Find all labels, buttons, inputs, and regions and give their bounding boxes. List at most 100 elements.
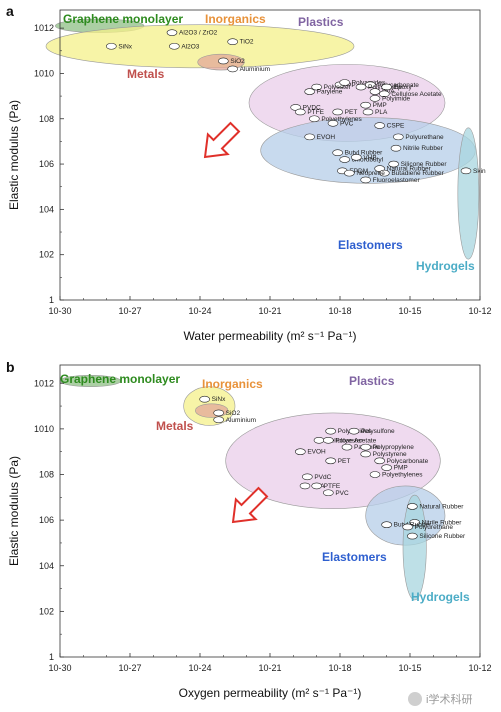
material-label-pet: PET xyxy=(338,458,351,465)
material-marker-nitrile-rubber xyxy=(390,144,402,152)
material-marker-polysulfone xyxy=(348,427,360,435)
watermark: i学术科研 xyxy=(408,692,472,706)
group-label-inorganics: Inorganics xyxy=(202,377,263,391)
material-label-ptfe: PTFE xyxy=(307,109,324,116)
material-label-polyester: Polyester xyxy=(335,437,363,444)
material-marker-parylene xyxy=(304,88,315,95)
material-label-polystyrene: Polystyrene xyxy=(373,451,407,458)
material-label-parylene: Parylene xyxy=(317,89,343,96)
material-marker-parylene xyxy=(341,443,353,451)
group-label-inorganics: Inorganics xyxy=(205,12,266,26)
material-marker-pvdc xyxy=(302,473,313,481)
direction-arrow xyxy=(231,486,269,524)
material-label-sio2: SiO2 xyxy=(226,410,241,417)
material-label-pvdc: PVDC xyxy=(303,104,321,111)
y-tick-label: 108 xyxy=(39,114,54,124)
material-label-polyurethane: Polyurethane xyxy=(415,524,454,531)
material-marker-nitrile-rubber xyxy=(409,519,420,526)
material-marker-natural-rubber xyxy=(407,503,418,510)
material-marker-polyethylenes xyxy=(309,115,320,123)
panel-letter: a xyxy=(6,3,14,19)
material-label-sinx: SiNx xyxy=(118,43,132,50)
material-marker-cellulose-acetate xyxy=(313,436,325,444)
direction-arrow-shape xyxy=(203,121,241,159)
material-label-pp: PP xyxy=(347,82,356,89)
material-label-cellulose-acetate: Cellulose Acetate xyxy=(326,437,377,444)
material-marker-aluminium xyxy=(213,416,224,424)
material-label-sinx: SiNx xyxy=(212,396,226,403)
x-tick-label: 10-24 xyxy=(188,306,211,316)
direction-arrow xyxy=(203,121,241,159)
material-label-evoh: EVOH xyxy=(307,449,326,456)
material-label-pmp: PMP xyxy=(373,102,387,109)
x-tick-label: 10-12 xyxy=(468,663,491,673)
material-label-butyl-rubber: Butyl Rubber xyxy=(345,150,383,157)
material-label-polyethylenes: Polyethylenes xyxy=(321,116,362,123)
material-label-fluoroelastomer: Fluoroelastomer xyxy=(373,177,421,184)
material-label-polyimide: Polyimide xyxy=(382,95,411,102)
x-tick-label: 10-15 xyxy=(398,306,421,316)
material-label-pet: PET xyxy=(345,109,358,116)
material-marker-ptfe xyxy=(295,108,306,116)
material-marker-evoh xyxy=(304,133,315,141)
material-label-silicone-rubber: Silicone Rubber xyxy=(419,533,466,540)
material-label-pmp: PMP xyxy=(394,465,408,472)
material-label-nitrile-rubber: Nitrile Rubber xyxy=(422,519,463,526)
material-marker-pvc xyxy=(323,489,334,497)
material-marker-sinx xyxy=(106,42,117,50)
material-marker-evoh xyxy=(295,448,306,455)
material-label-polyethylenes: Polyethylenes xyxy=(382,472,423,479)
material-label-polyurethane: Polyurethane xyxy=(405,134,444,141)
material-marker-sio2 xyxy=(213,409,224,417)
watermark-text: i学术科研 xyxy=(426,692,472,706)
material-marker-aluminium xyxy=(227,65,238,73)
group-label-plastics: Plastics xyxy=(298,15,344,29)
group-label-hydrogels: Hydrogels xyxy=(411,590,470,604)
material-marker-pvc xyxy=(327,119,339,127)
region-hydrogels xyxy=(402,494,427,601)
material-marker-pet xyxy=(325,457,336,465)
y-tick-label: 1010 xyxy=(34,68,54,78)
y-tick-label: 106 xyxy=(39,515,54,525)
material-marker-sinx xyxy=(199,395,210,403)
region-metals xyxy=(195,403,229,418)
group-label-graphene-monolayer: Graphene monolayer xyxy=(63,12,183,26)
x-tick-label: 10-18 xyxy=(328,663,351,673)
material-marker-pva xyxy=(369,88,381,95)
x-tick-label: 10-15 xyxy=(398,663,421,673)
group-label-elastomers: Elastomers xyxy=(338,238,403,252)
y-tick-label: 108 xyxy=(39,470,54,480)
material-label-silicone-rubber: Silicone Rubber xyxy=(401,161,448,168)
material-label-epoxy: Epoxy xyxy=(394,84,413,91)
x-tick-label: 10-30 xyxy=(48,306,71,316)
material-label-butadiene-rubber: Butadiene Rubber xyxy=(391,170,444,177)
y-tick-label: 104 xyxy=(39,204,54,214)
panel-a: a Graphene monolayer Inorganics Metals Plast… xyxy=(6,3,492,343)
group-label-hydrogels: Hydrogels xyxy=(416,259,475,273)
direction-arrow-shape xyxy=(231,486,269,524)
group-label-metals: Metals xyxy=(156,419,194,433)
x-tick-label: 10-21 xyxy=(258,306,281,316)
region-inorganics xyxy=(45,24,355,69)
material-marker-pva xyxy=(299,482,311,490)
material-marker-polyurethane xyxy=(402,523,413,531)
material-label-evoh: EVOH xyxy=(317,134,336,141)
material-marker-polycarbonate xyxy=(365,81,376,89)
y-tick-label: 1 xyxy=(49,652,54,662)
material-label-vhb: VHB xyxy=(363,154,376,161)
material-marker-ptfe xyxy=(311,482,322,490)
x-axis-title: Water permeability (m² s⁻¹ Pa⁻¹) xyxy=(184,329,357,343)
material-label-al2o3: Al2O3 xyxy=(181,43,199,50)
y-tick-label: 104 xyxy=(39,561,54,571)
material-label-polysulfone: Polysulfone xyxy=(361,428,395,435)
material-marker-silicone-rubber xyxy=(388,160,399,168)
material-marker-polyurethane xyxy=(393,133,404,141)
material-label-pvc: PVC xyxy=(340,120,354,127)
material-marker-polystyrene xyxy=(355,83,367,91)
material-marker-butyl-rubber xyxy=(381,521,392,528)
material-marker-polyester xyxy=(323,436,334,444)
x-tick-label: 10-24 xyxy=(188,663,211,673)
material-marker-polystyrene xyxy=(360,450,371,458)
x-tick-label: 10-18 xyxy=(328,306,351,316)
